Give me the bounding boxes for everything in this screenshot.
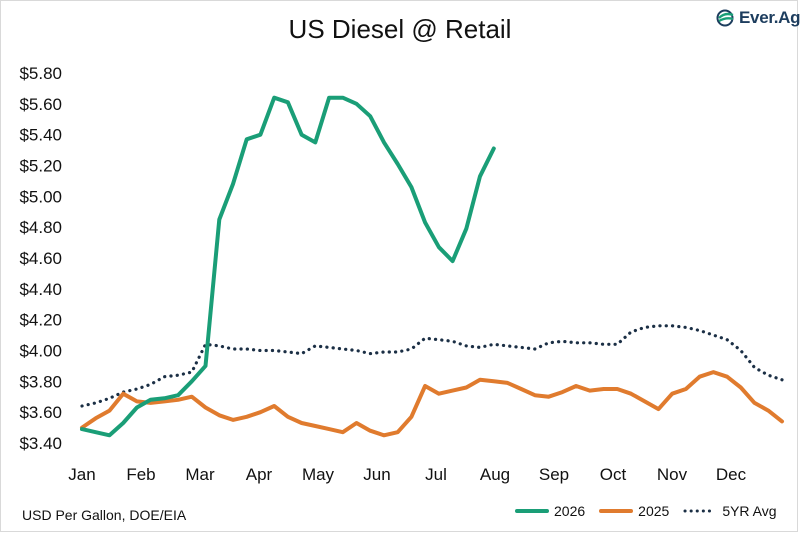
x-tick-label: Jul — [425, 465, 447, 484]
x-tick-label: Nov — [657, 465, 688, 484]
brand-logo: Ever.Ag — [716, 8, 800, 28]
y-tick-label: $4.40 — [19, 280, 62, 299]
y-axis: $3.40 $3.60 $3.80 $4.00 $4.20 $4.40 $4.60 $4.80… — [19, 64, 62, 453]
x-tick-label: Dec — [716, 465, 747, 484]
y-tick-label: $3.80 — [19, 372, 62, 391]
y-tick-label: $3.40 — [19, 434, 62, 453]
legend: 2026 2025 5YR Avg — [515, 501, 791, 521]
legend-swatch — [515, 509, 549, 513]
source-note: USD Per Gallon, DOE/EIA — [22, 507, 187, 523]
y-tick-label: $3.60 — [19, 403, 62, 422]
x-tick-label: Jun — [363, 465, 390, 484]
legend-label: 5YR Avg — [722, 503, 777, 519]
logo-text: Ever.Ag — [739, 8, 800, 27]
x-tick-label: Feb — [126, 465, 155, 484]
y-tick-label: $4.80 — [19, 218, 62, 237]
series-line-2026 — [80, 95, 496, 438]
x-tick-label: Apr — [246, 465, 273, 484]
legend-item: 5YR Avg — [683, 503, 777, 519]
legend-item: 2025 — [599, 503, 669, 519]
series-line-5yr-avg — [80, 324, 784, 408]
y-tick-label: $5.20 — [19, 157, 62, 176]
legend-label: 2026 — [554, 503, 586, 519]
legend-label: 2025 — [638, 503, 670, 519]
legend-swatch — [683, 509, 717, 513]
series-line-2025 — [80, 370, 784, 438]
x-tick-label: Mar — [185, 465, 215, 484]
x-axis: Jan Feb Mar Apr May Jun Jul Aug Sep Oct Nov Dec — [68, 465, 746, 484]
chart-title: US Diesel @ Retail — [288, 14, 512, 44]
y-tick-label: $5.60 — [19, 95, 62, 114]
x-tick-label: May — [302, 465, 335, 484]
y-tick-label: $5.00 — [19, 187, 62, 206]
legend-item: 2026 — [515, 503, 585, 519]
x-tick-label: Oct — [600, 465, 627, 484]
ever-ag-logo-icon — [716, 9, 734, 27]
legend-swatch — [599, 509, 634, 513]
x-tick-label: Jan — [68, 465, 95, 484]
y-tick-label: $4.00 — [19, 342, 62, 361]
y-tick-label: $4.60 — [19, 249, 62, 268]
y-tick-label: $5.80 — [19, 64, 62, 83]
y-tick-label: $4.20 — [19, 311, 62, 330]
x-tick-label: Sep — [539, 465, 569, 484]
series-layer — [80, 95, 784, 438]
y-tick-label: $5.40 — [19, 126, 62, 145]
x-tick-label: Aug — [480, 465, 510, 484]
